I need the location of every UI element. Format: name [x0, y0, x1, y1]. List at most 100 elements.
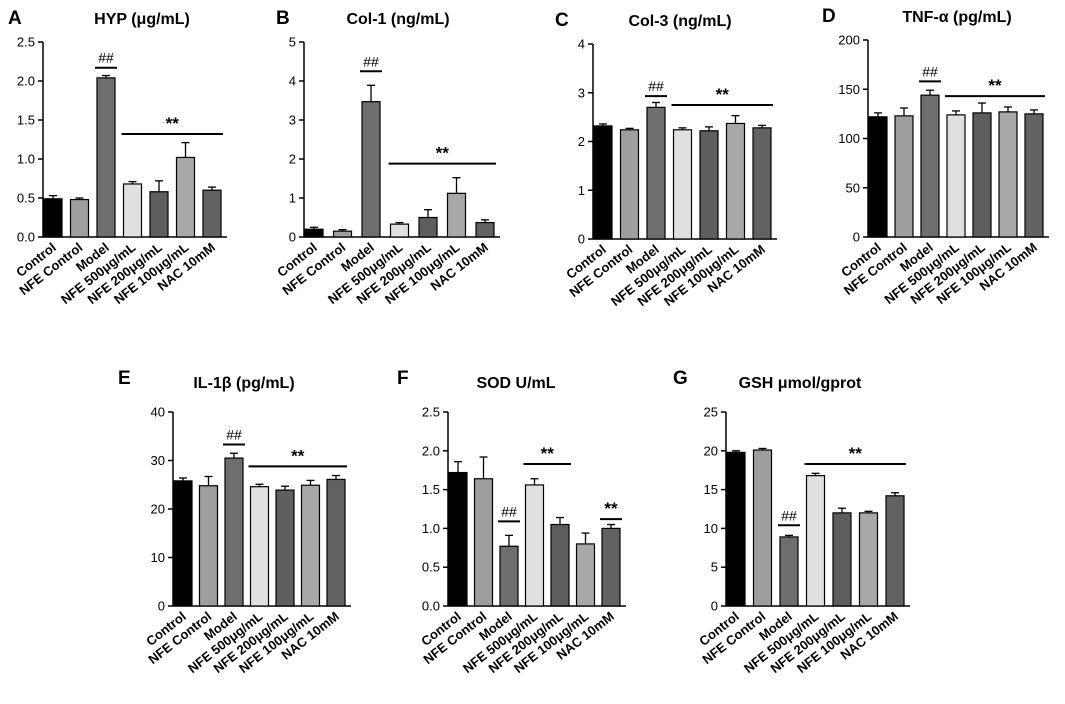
- significance-marker: **: [849, 444, 863, 463]
- y-tick-label: 10: [151, 550, 165, 565]
- panel-letter: E: [118, 368, 131, 389]
- chart-title: Col-1 (ng/mL): [346, 11, 449, 28]
- bar-6: [725, 122, 746, 240]
- y-tick-label: 2.5: [17, 35, 35, 50]
- panel-letter: F: [397, 368, 409, 389]
- y-tick-label: 1: [289, 191, 296, 206]
- bar-4: [672, 129, 693, 240]
- bar-7: [202, 189, 222, 238]
- y-tick-label: 4: [289, 74, 296, 89]
- bar-5: [149, 191, 169, 238]
- bar-5: [699, 130, 719, 240]
- y-tick-label: 1.5: [422, 482, 440, 497]
- bar-7: [752, 127, 772, 240]
- y-tick-label: 0.5: [17, 191, 35, 206]
- bar-6: [998, 111, 1018, 238]
- bar-2: [69, 198, 90, 238]
- y-tick-label: 0.0: [17, 230, 35, 245]
- y-tick-label: 2.0: [17, 74, 35, 89]
- significance-marker: ##: [922, 63, 938, 79]
- bar-7: [1024, 113, 1044, 238]
- bar-2: [332, 230, 353, 238]
- bar-3: [920, 94, 940, 238]
- y-tick-label: 50: [846, 180, 860, 195]
- bar-1: [868, 116, 888, 238]
- y-tick-label: 2: [578, 134, 585, 149]
- bar-7: [326, 478, 346, 607]
- y-tick-label: 1.0: [17, 152, 35, 167]
- bar-3: [646, 106, 666, 240]
- bar-5: [418, 216, 438, 238]
- chart-title: HYP (μg/mL): [94, 11, 190, 28]
- y-tick-label: 20: [704, 443, 718, 458]
- y-tick-label: 1.0: [422, 521, 440, 536]
- y-tick-label: 2.5: [422, 405, 440, 420]
- bar-5: [972, 112, 992, 238]
- bar-2: [473, 478, 494, 607]
- bar-6: [175, 156, 196, 238]
- y-tick-label: 0: [853, 230, 860, 245]
- bar-4: [524, 484, 545, 607]
- bar-6: [446, 192, 467, 238]
- significance-marker: **: [291, 446, 305, 465]
- y-tick-label: 3: [289, 113, 296, 128]
- bar-4: [389, 223, 410, 238]
- significance-marker: **: [436, 144, 450, 163]
- bar-3: [779, 536, 799, 607]
- bar-1: [43, 198, 63, 238]
- bar-1: [593, 125, 613, 240]
- bar-5: [275, 489, 295, 607]
- y-tick-label: 0: [578, 232, 585, 247]
- panel-letter: D: [822, 6, 836, 27]
- bar-7: [601, 527, 621, 607]
- bar-4: [122, 183, 143, 238]
- bar-3: [96, 77, 116, 238]
- significance-marker: ##: [501, 503, 517, 519]
- chart-panel-a: A HYP (μg/mL)0.00.51.01.52.02.5ControlNFE…: [8, 8, 227, 307]
- significance-marker: ##: [98, 50, 114, 66]
- bar-1: [726, 451, 746, 607]
- y-tick-label: 150: [838, 82, 860, 97]
- y-tick-label: 10: [704, 521, 718, 536]
- significance-marker: ##: [363, 53, 379, 69]
- y-tick-label: 3: [578, 85, 585, 100]
- chart-title: Col-3 (ng/mL): [628, 13, 731, 30]
- significance-marker: ##: [648, 78, 664, 94]
- chart-title: GSH μmol/gprot: [739, 375, 862, 392]
- chart-title: SOD U/mL: [476, 375, 555, 392]
- y-tick-label: 200: [838, 33, 860, 48]
- y-tick-label: 5: [711, 560, 718, 575]
- bar-2: [198, 485, 219, 607]
- bar-6: [575, 543, 596, 607]
- y-tick-label: 20: [151, 502, 165, 517]
- y-tick-label: 15: [704, 482, 718, 497]
- bar-2: [752, 449, 773, 607]
- bar-7: [475, 221, 495, 238]
- y-tick-label: 4: [578, 37, 585, 52]
- bar-1: [448, 471, 468, 607]
- y-tick-label: 25: [704, 405, 718, 420]
- bar-7: [885, 495, 905, 607]
- significance-marker: ##: [226, 426, 242, 442]
- significance-marker: **: [716, 85, 730, 104]
- bar-1: [173, 480, 193, 607]
- bar-5: [832, 512, 852, 607]
- y-tick-label: 0.0: [422, 599, 440, 614]
- y-tick-label: 0: [158, 599, 165, 614]
- panel-letter: G: [673, 368, 688, 389]
- chart-title: IL-1β (pg/mL): [193, 375, 294, 392]
- y-tick-label: 1: [578, 183, 585, 198]
- bar-6: [300, 484, 321, 607]
- bar-3: [224, 457, 244, 607]
- y-tick-label: 0: [711, 599, 718, 614]
- bar-5: [550, 523, 570, 607]
- significance-marker: **: [541, 444, 555, 463]
- y-tick-label: 0.5: [422, 560, 440, 575]
- chart-title: TNF-α (pg/mL): [902, 9, 1011, 26]
